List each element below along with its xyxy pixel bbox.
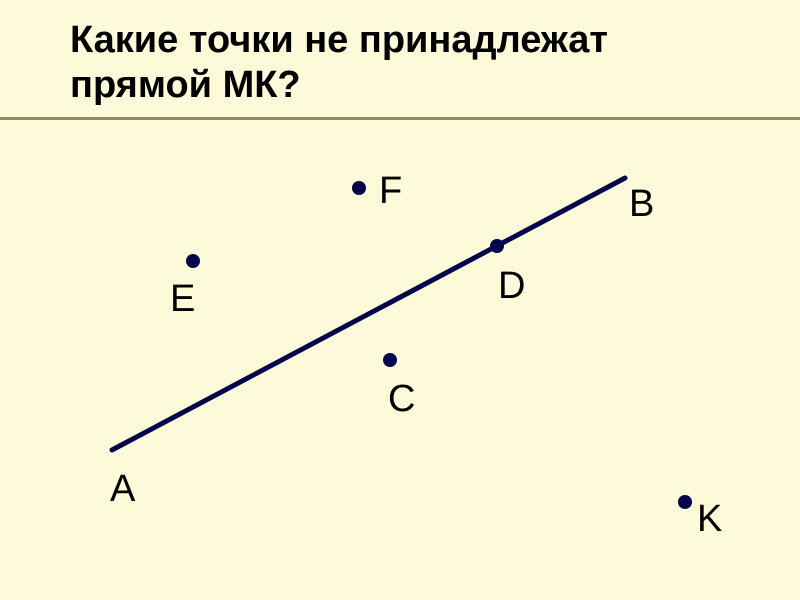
label-b: B [629, 183, 654, 226]
label-f: F [379, 170, 402, 213]
point-e [186, 254, 200, 268]
label-k: K [697, 498, 722, 541]
point-d [490, 239, 504, 253]
point-k [678, 495, 692, 509]
point-f [352, 181, 366, 195]
label-d: D [498, 265, 525, 308]
point-c [383, 353, 397, 367]
label-a: A [110, 468, 135, 511]
label-e: E [170, 278, 195, 321]
label-c: C [388, 378, 415, 421]
